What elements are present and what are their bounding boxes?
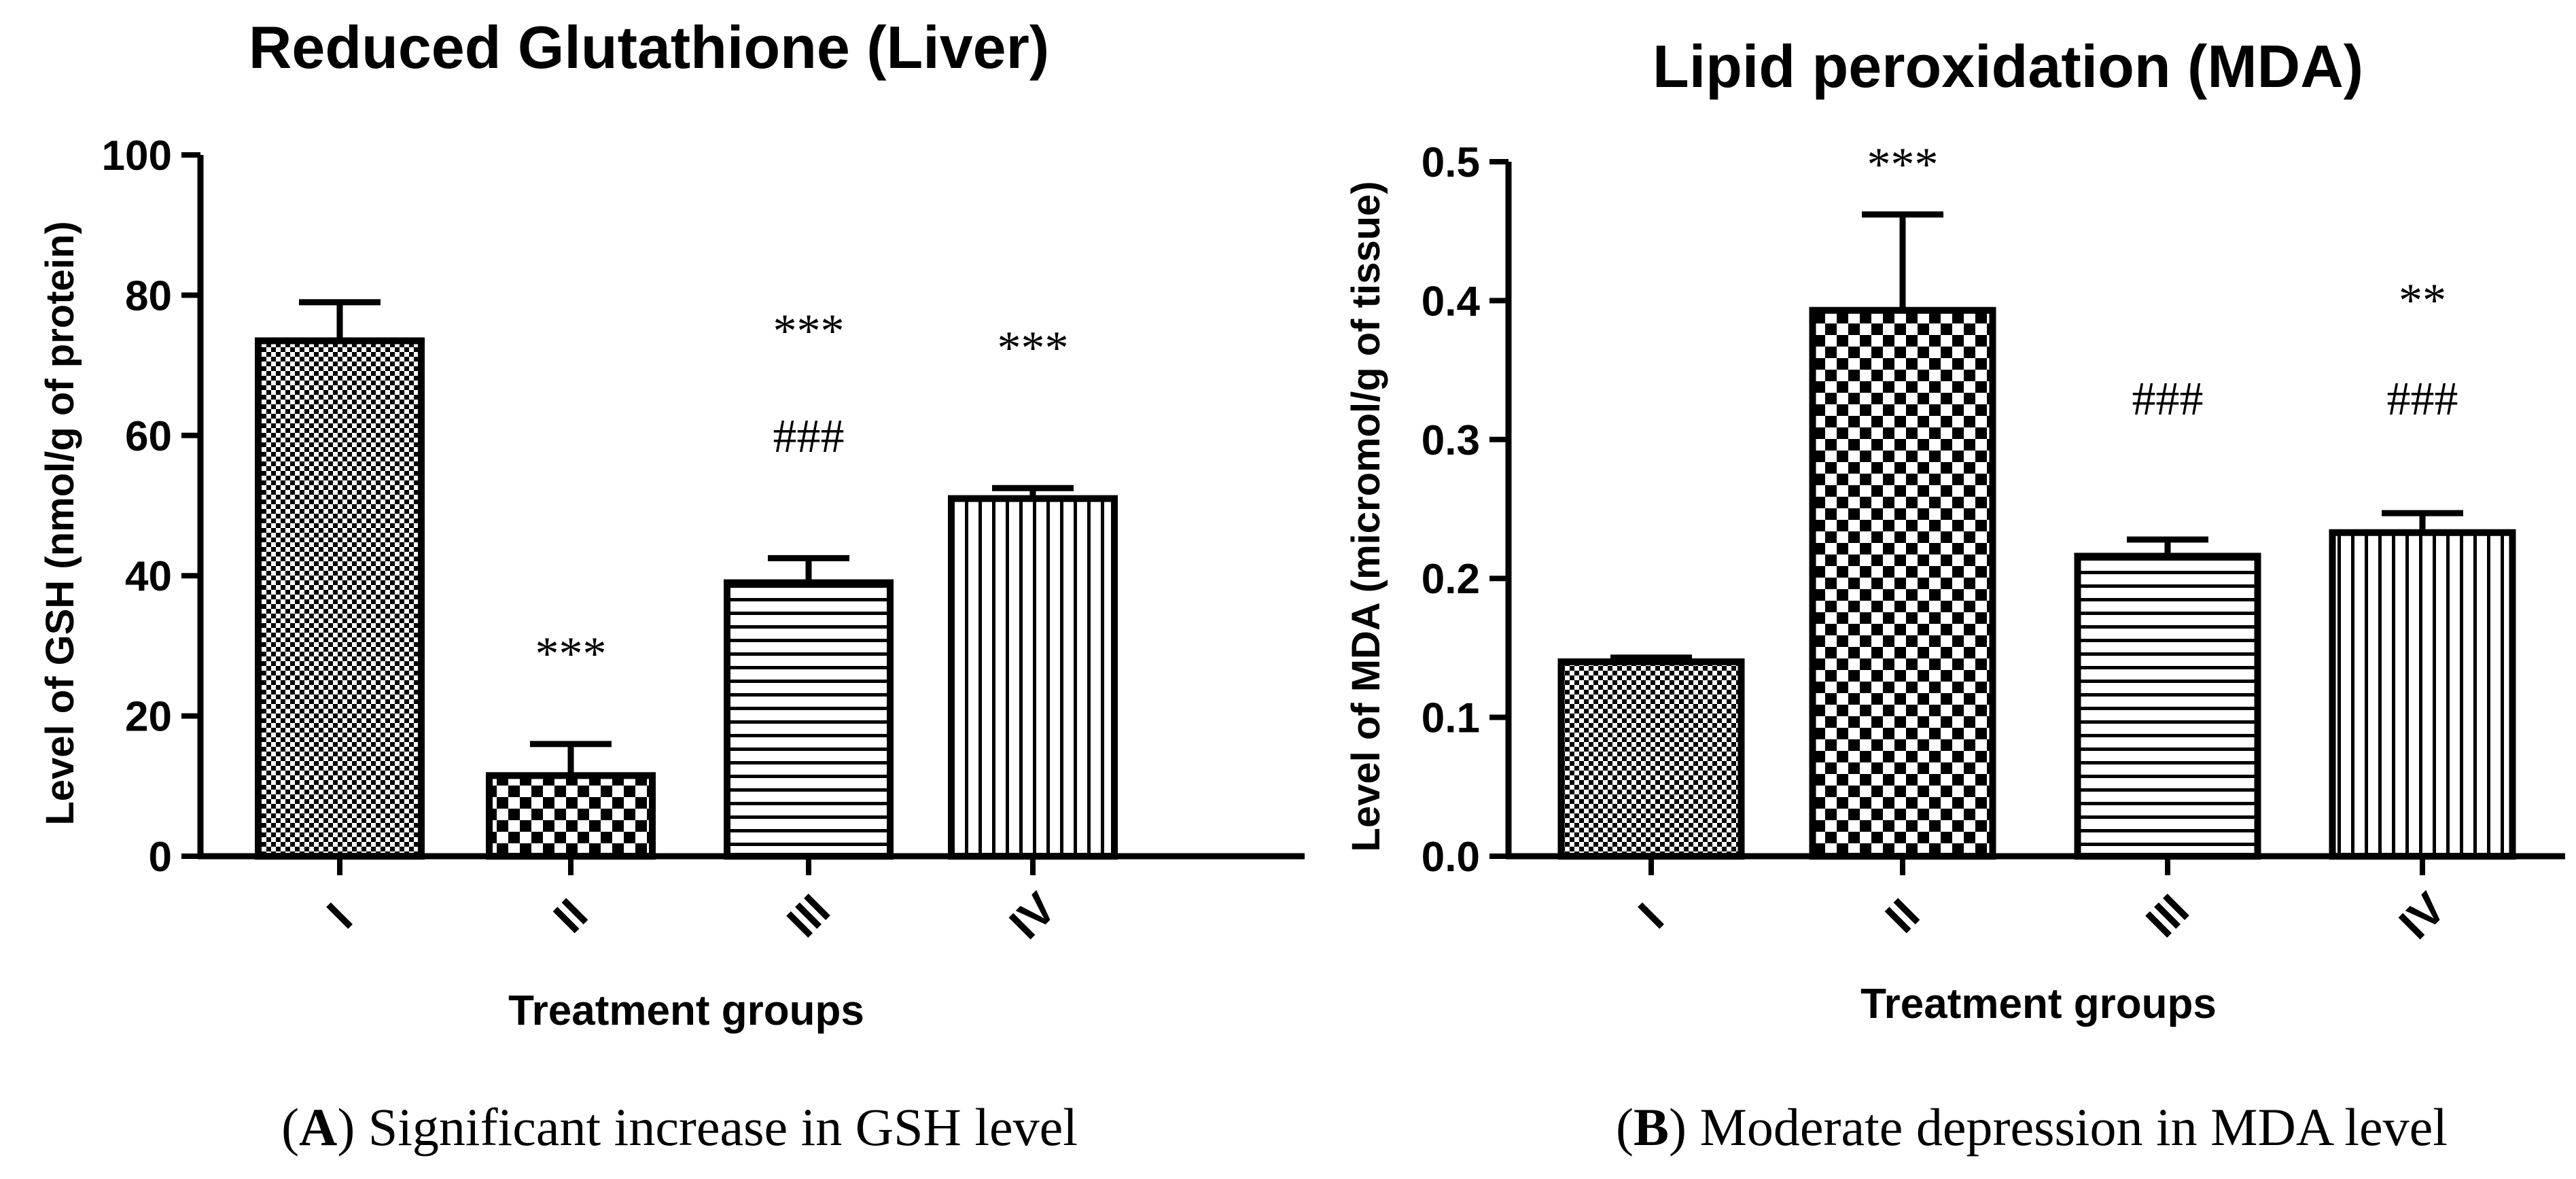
- x-axis-label: Treatment groups: [508, 987, 864, 1034]
- x-tick-label: III: [2136, 885, 2198, 947]
- caption-letter: A: [299, 1097, 337, 1157]
- caption-text: ) Significant increase in GSH level: [337, 1097, 1078, 1157]
- bar-I: [1557, 658, 1745, 860]
- x-tick-label: III: [777, 885, 839, 947]
- y-tick-label: 0.5: [1422, 139, 1480, 186]
- y-tick-label: 0.0: [1422, 834, 1480, 881]
- y-tick-label: 80: [125, 272, 172, 319]
- x-tick-label: I: [1629, 894, 1673, 938]
- y-tick-label: 60: [125, 413, 172, 460]
- y-tick-label: 0.1: [1422, 695, 1480, 742]
- significance-hashes: ###: [2132, 373, 2204, 425]
- bar-IV: [2329, 529, 2516, 860]
- y-tick-label: 20: [125, 694, 172, 741]
- x-axis-label: Treatment groups: [1860, 981, 2217, 1027]
- y-tick-label: 0: [149, 834, 172, 881]
- significance-hashes: ###: [2387, 373, 2458, 425]
- caption-text: ) Moderate depression in MDA level: [1669, 1097, 2448, 1157]
- significance-stars: ***: [773, 305, 845, 357]
- caption: (A) Significant increase in GSH level: [281, 1097, 1078, 1157]
- mda-chart: Lipid peroxidation (MDA) Level of MDA (m…: [1344, 33, 2565, 1157]
- caption-letter: B: [1634, 1097, 1669, 1157]
- x-tick-label: IV: [2389, 883, 2454, 948]
- caption: (B) Moderate depression in MDA level: [1616, 1097, 2448, 1157]
- x-tick-label: II: [544, 889, 597, 942]
- y-tick-label: 0.2: [1422, 556, 1480, 603]
- significance-stars: ***: [1867, 139, 1939, 191]
- bar-IV: [948, 495, 1118, 860]
- significance-stars: **: [2399, 275, 2446, 327]
- significance-stars: ***: [535, 628, 607, 680]
- x-tick-label: II: [1875, 889, 1928, 942]
- bar-III: [2074, 552, 2261, 860]
- bar-II: [1809, 306, 1996, 860]
- x-tick-label: IV: [1000, 883, 1065, 948]
- x-tick-label: I: [317, 894, 361, 938]
- significance-stars: ***: [998, 322, 1069, 374]
- y-tick-label: 40: [125, 553, 172, 600]
- bar-III: [724, 579, 894, 860]
- gsh-chart: Reduced Glutathione (Liver) Level of GSH…: [38, 14, 1305, 1157]
- chart-title: Reduced Glutathione (Liver): [249, 14, 1049, 81]
- chart-title: Lipid peroxidation (MDA): [1653, 33, 2363, 100]
- y-axis-label: Level of MDA (micromol/g of tissue): [1344, 181, 1388, 851]
- significance-hashes: ###: [773, 410, 845, 463]
- bar-I: [255, 337, 425, 860]
- y-tick-label: 0.4: [1422, 278, 1481, 325]
- y-tick-label: 0.3: [1422, 417, 1480, 464]
- y-tick-label: 100: [102, 133, 172, 179]
- bar-II: [486, 772, 656, 860]
- y-axis-label: Level of GSH (nmol/g of protein): [38, 221, 82, 825]
